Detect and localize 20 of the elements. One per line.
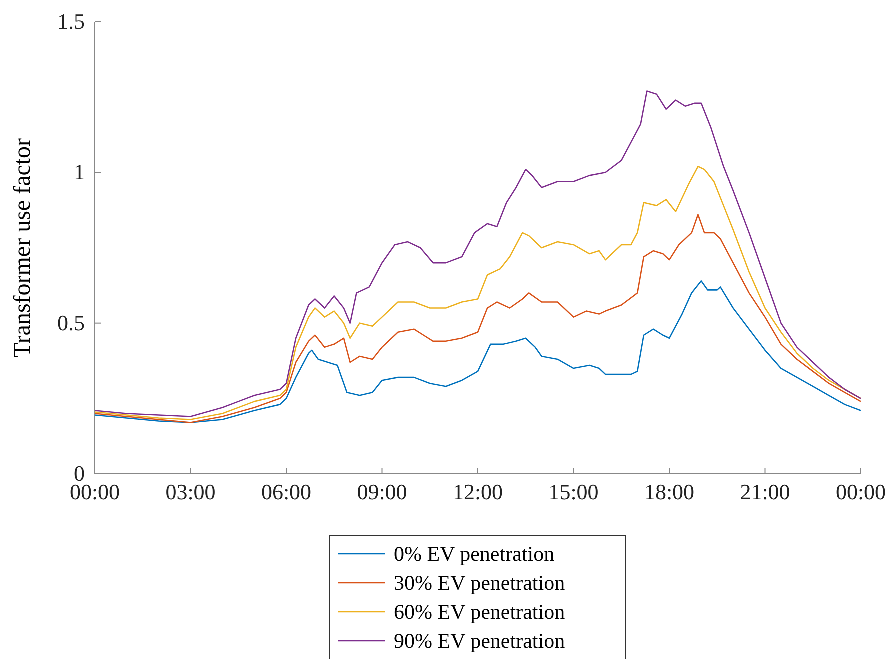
y-axis-title: Transformer use factor: [10, 138, 36, 358]
x-tick-label: 03:00: [166, 480, 216, 505]
y-tick-label: 1.5: [58, 9, 85, 34]
x-tick-label: 00:00: [836, 480, 886, 505]
y-tick-label: 0: [74, 461, 85, 486]
x-tick-label: 06:00: [261, 480, 312, 505]
x-tick-label: 18:00: [644, 480, 695, 505]
x-tick-label: 12:00: [452, 480, 504, 505]
legend-label: 30% EV penetration: [394, 571, 566, 595]
legend-label: 90% EV penetration: [394, 629, 566, 653]
x-tick-label: 15:00: [548, 480, 599, 505]
legend-label: 0% EV penetration: [394, 542, 556, 566]
y-tick-label: 0.5: [58, 310, 85, 336]
line-series: [94, 90, 862, 418]
legend-label: 60% EV penetration: [394, 600, 566, 624]
y-tick-label: 1: [74, 160, 85, 185]
line-series: [94, 280, 862, 424]
x-tick-label: 09:00: [357, 480, 408, 505]
x-tick-label: 21:00: [740, 480, 790, 505]
line-series: [94, 214, 862, 424]
